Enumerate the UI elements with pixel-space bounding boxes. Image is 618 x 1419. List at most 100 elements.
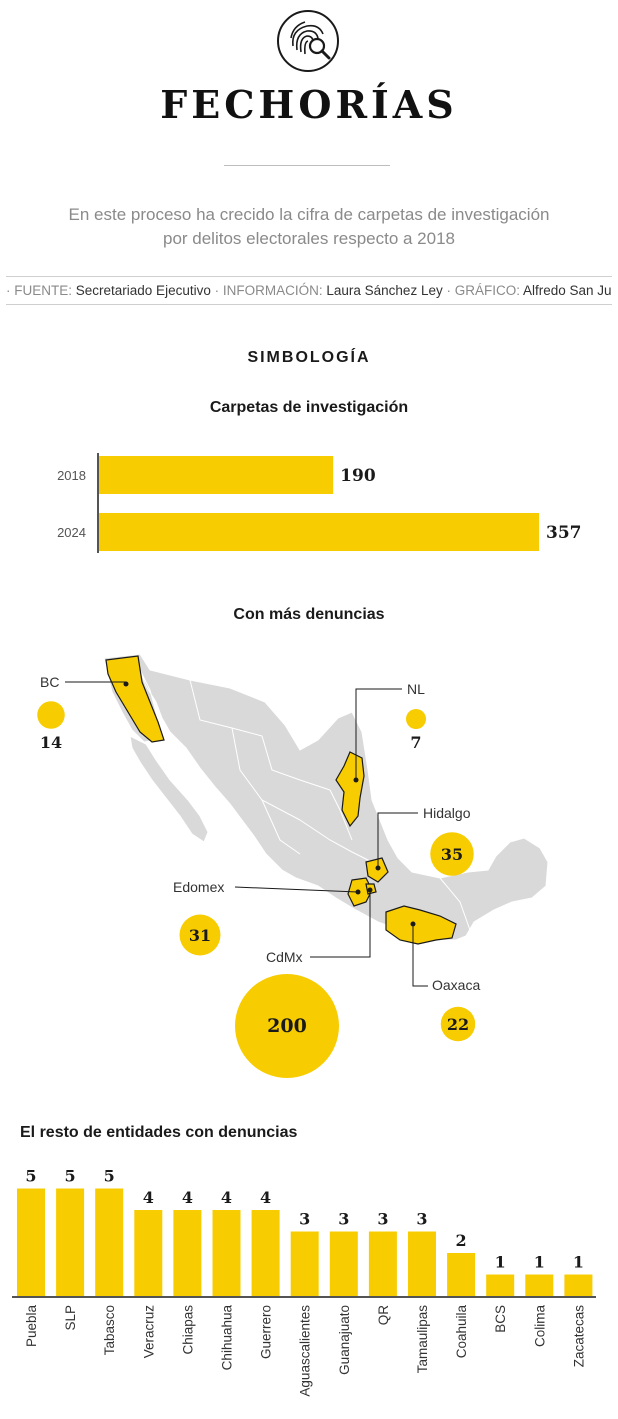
credits-line: · FUENTE: Secretariado Ejecutivo · INFOR…: [6, 276, 612, 305]
carpetas-chart-title: Carpetas de investigación: [209, 399, 409, 416]
resto-value-label: 5: [104, 1167, 115, 1186]
resto-category-label: Colima: [532, 1305, 547, 1348]
state-label-Edomex: Edomex: [173, 879, 224, 895]
carpetas-bar-chart: 2018 190 2024 357: [57, 453, 582, 553]
carpetas-bar-2024: [99, 513, 539, 551]
callout-line-CdMx: [310, 890, 371, 958]
resto-value-label: 3: [416, 1210, 427, 1229]
resto-bar-Tabasco: [95, 1188, 124, 1296]
carpetas-bar-2018: [99, 456, 334, 494]
state-borders: [189, 679, 471, 931]
fingerprint-magnifier-icon: [277, 10, 339, 72]
resto-value-label: 3: [299, 1210, 310, 1229]
resto-category-label: Tabasco: [102, 1305, 117, 1355]
bubble-Oaxaca: [440, 1006, 476, 1042]
resto-category-label: QR: [376, 1305, 391, 1326]
bubble-CdMx: [235, 974, 339, 1078]
callout-dot-NL: [353, 777, 359, 783]
resto-bar-Guanajuato: [329, 1231, 358, 1296]
bubble-Edomex: [179, 914, 221, 956]
resto-bar-BCS: [486, 1274, 515, 1296]
resto-value-label: 4: [143, 1188, 154, 1207]
baja-california-sur-shape: [129, 735, 209, 843]
carpetas-year-label: 2024: [57, 525, 86, 540]
callout-line-NL: [355, 688, 402, 780]
callout-line-Hidalgo: [377, 812, 418, 868]
resto-bar-Zacatecas: [564, 1274, 593, 1296]
nl-state-shape: [335, 751, 365, 828]
info-key: · INFORMACIÓN:: [214, 283, 323, 298]
resto-value-label: 4: [221, 1188, 232, 1207]
resto-value-label: 1: [573, 1253, 584, 1272]
callout-line-Edomex: [234, 886, 359, 893]
callout-dot-CdMx: [367, 887, 373, 893]
resto-category-label: BCS: [493, 1305, 508, 1333]
resto-bar-Coahuila: [447, 1253, 476, 1296]
resto-bar-SLP: [56, 1188, 85, 1296]
resto-bar-Veracruz: [134, 1210, 163, 1296]
graphic-value: Alfredo San Juan: [523, 283, 612, 298]
resto-category-label: Veracruz: [141, 1305, 156, 1359]
resto-chart-title: El resto de entidades con denuncias: [20, 1124, 298, 1141]
carpetas-value-label: 190: [340, 466, 376, 486]
callout-dot-BC: [123, 681, 129, 687]
bubble-NL: [406, 709, 426, 729]
resto-category-label: Guanajuato: [337, 1305, 352, 1375]
state-label-NL: NL: [407, 681, 425, 697]
bubble-value-BC: 14: [40, 733, 62, 752]
resto-bar-Guerrero: [251, 1210, 280, 1296]
resto-value-label: 1: [534, 1253, 545, 1272]
resto-bar-Colima: [525, 1274, 554, 1296]
info-value: Laura Sánchez Ley: [326, 283, 443, 298]
state-label-Oaxaca: Oaxaca: [432, 977, 480, 993]
resto-value-label: 2: [456, 1231, 467, 1250]
resto-value-label: 5: [65, 1167, 76, 1186]
resto-category-label: SLP: [63, 1305, 78, 1331]
resto-value-label: 4: [260, 1188, 271, 1207]
resto-category-label: Guerrero: [259, 1305, 274, 1359]
callout-line-Oaxaca: [412, 924, 428, 987]
resto-category-label: Zacatecas: [571, 1305, 586, 1368]
resto-bar-Aguascalientes: [290, 1231, 319, 1296]
bubble-value-NL: 7: [410, 733, 421, 752]
resto-bar-QR: [368, 1231, 397, 1296]
carpetas-value-label: 357: [546, 523, 582, 543]
resto-category-label: Tamaulipas: [415, 1305, 430, 1374]
carpetas-year-label: 2018: [57, 468, 86, 483]
bubble-value-Oaxaca: 22: [447, 1015, 469, 1034]
state-label-BC: BC: [40, 674, 59, 690]
bubble-value-Edomex: 31: [189, 926, 211, 945]
resto-bar-Chiapas: [173, 1210, 202, 1296]
legend-heading: SIMBOLOGÍA: [247, 349, 371, 366]
resto-category-label: Coahuila: [454, 1305, 469, 1359]
callout-dot-Hidalgo: [375, 865, 381, 871]
resto-value-label: 1: [495, 1253, 506, 1272]
resto-value-label: 3: [377, 1210, 388, 1229]
bubble-value-CdMx: 200: [267, 1015, 307, 1037]
callout-dot-Edomex: [355, 889, 361, 895]
title-divider: [224, 165, 390, 166]
resto-category-label: Aguascalientes: [298, 1305, 313, 1397]
page-subtitle: En este proceso ha crecido la cifra de c…: [68, 205, 550, 248]
state-label-Hidalgo: Hidalgo: [423, 805, 471, 821]
resto-category-label: Chihuahua: [220, 1305, 235, 1371]
resto-bar-Puebla: [17, 1188, 45, 1296]
resto-bar-Chihuahua: [212, 1210, 241, 1296]
denuncias-map: BC 14 NL 7 Hidalgo 35 Edomex 31 CdMx 200 Oaxaca 22: [37, 653, 549, 1078]
page-title: FECHORÍAS: [160, 82, 458, 127]
state-label-CdMx: CdMx: [266, 949, 303, 965]
source-key: · FUENTE:: [6, 283, 72, 298]
callout-dot-Oaxaca: [410, 921, 416, 927]
resto-bar-chart: 5 Puebla 5 SLP 5 Tabasco 4 Veracruz 4 Chiapas 4 Chi…: [12, 1167, 596, 1397]
resto-value-label: 3: [338, 1210, 349, 1229]
oaxaca-state-shape: [385, 905, 457, 945]
map-chart-title: Con más denuncias: [233, 606, 385, 623]
bubble-BC: [37, 701, 65, 729]
bubble-Hidalgo: [430, 832, 474, 876]
resto-value-label: 5: [25, 1167, 36, 1186]
graphic-key: · GRÁFICO:: [446, 283, 520, 298]
resto-category-label: Chiapas: [180, 1305, 195, 1355]
bc-state-shape: [105, 655, 165, 743]
bubble-value-Hidalgo: 35: [441, 845, 463, 864]
source-value: Secretariado Ejecutivo: [75, 283, 211, 298]
